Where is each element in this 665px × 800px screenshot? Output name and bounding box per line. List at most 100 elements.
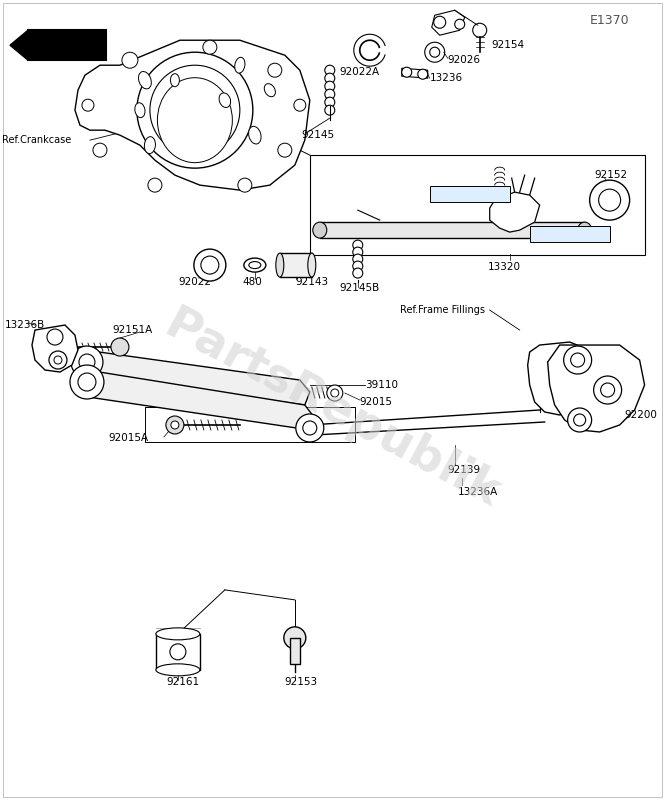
Text: 92145B: 92145B [340, 283, 380, 293]
Circle shape [78, 373, 96, 391]
Circle shape [111, 338, 129, 356]
Circle shape [49, 351, 67, 369]
Text: 92026: 92026 [448, 55, 481, 66]
Circle shape [303, 421, 317, 435]
Text: 92143: 92143 [296, 277, 329, 287]
Text: 92015: 92015 [360, 397, 393, 407]
Text: 92145A: 92145A [433, 189, 470, 199]
Circle shape [79, 354, 95, 370]
Circle shape [564, 346, 592, 374]
Circle shape [473, 23, 487, 38]
Text: 13320: 13320 [487, 262, 521, 272]
Ellipse shape [244, 258, 266, 272]
Circle shape [568, 408, 592, 432]
Circle shape [402, 67, 412, 78]
Circle shape [294, 99, 306, 111]
Polygon shape [489, 192, 540, 232]
Circle shape [150, 66, 240, 155]
Ellipse shape [276, 253, 284, 277]
Bar [290, 638, 300, 664]
Text: 13236: 13236 [430, 73, 463, 83]
Text: 92015A: 92015A [108, 433, 148, 443]
Circle shape [430, 47, 440, 58]
Circle shape [352, 261, 363, 271]
Ellipse shape [219, 93, 231, 107]
Text: 92154: 92154 [491, 40, 525, 50]
Text: 13236A: 13236A [458, 487, 498, 497]
Bar [145, 407, 355, 442]
Polygon shape [82, 350, 310, 405]
Polygon shape [548, 345, 644, 432]
Ellipse shape [235, 58, 245, 73]
Circle shape [325, 74, 334, 83]
Circle shape [47, 329, 63, 345]
Circle shape [137, 52, 253, 168]
Circle shape [71, 346, 103, 378]
Circle shape [352, 254, 363, 264]
Circle shape [70, 365, 104, 399]
Polygon shape [527, 342, 600, 415]
Circle shape [82, 99, 94, 111]
Circle shape [327, 385, 342, 401]
Text: FRONT: FRONT [46, 40, 88, 50]
Bar [529, 226, 610, 242]
Circle shape [170, 644, 186, 660]
Circle shape [425, 42, 445, 62]
Circle shape [203, 40, 217, 54]
Ellipse shape [313, 222, 327, 238]
Text: 92139: 92139 [448, 465, 481, 475]
Polygon shape [75, 40, 310, 190]
Bar [310, 155, 644, 255]
Circle shape [54, 356, 62, 364]
Circle shape [418, 70, 428, 79]
Ellipse shape [578, 222, 592, 238]
Circle shape [594, 376, 622, 404]
Bar [280, 253, 312, 277]
Circle shape [284, 627, 306, 649]
Polygon shape [402, 68, 428, 78]
Text: 39110: 39110 [365, 380, 398, 390]
Text: 92200: 92200 [624, 410, 658, 420]
Circle shape [571, 353, 585, 367]
Bar [156, 634, 200, 670]
Ellipse shape [264, 84, 275, 97]
Circle shape [201, 256, 219, 274]
Circle shape [434, 16, 446, 28]
Circle shape [166, 416, 184, 434]
Circle shape [352, 247, 363, 257]
Circle shape [455, 19, 465, 30]
Polygon shape [432, 10, 465, 35]
Circle shape [171, 421, 179, 429]
Circle shape [325, 81, 334, 91]
Circle shape [268, 63, 282, 78]
Ellipse shape [156, 628, 200, 640]
Ellipse shape [138, 71, 152, 89]
Circle shape [325, 97, 334, 107]
Polygon shape [32, 325, 78, 372]
Text: 92022A: 92022A [340, 67, 380, 78]
Ellipse shape [156, 664, 200, 676]
Circle shape [278, 143, 292, 157]
Ellipse shape [135, 102, 145, 118]
Circle shape [148, 178, 162, 192]
Circle shape [325, 105, 334, 115]
Text: 92022: 92022 [178, 277, 211, 287]
Circle shape [122, 52, 138, 68]
Text: 92151A: 92151A [112, 325, 152, 335]
Bar [28, 30, 106, 60]
Polygon shape [10, 30, 28, 60]
Circle shape [325, 66, 334, 75]
Text: 480: 480 [243, 277, 263, 287]
Polygon shape [80, 370, 315, 430]
Circle shape [194, 249, 226, 281]
Circle shape [325, 89, 334, 99]
Circle shape [590, 180, 630, 220]
Circle shape [296, 414, 324, 442]
Text: Ref.Crankcase: Ref.Crankcase [2, 135, 71, 145]
Text: 92145A: 92145A [533, 229, 570, 239]
Text: 92153: 92153 [285, 677, 318, 687]
Ellipse shape [144, 137, 156, 154]
Circle shape [352, 240, 363, 250]
Circle shape [93, 143, 107, 157]
Text: 92145: 92145 [302, 130, 335, 140]
